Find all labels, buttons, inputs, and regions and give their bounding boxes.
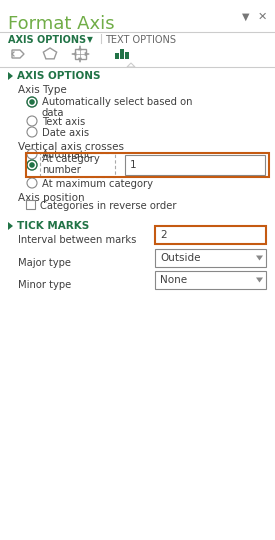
- Bar: [26, 153, 269, 177]
- Circle shape: [27, 149, 37, 159]
- Bar: [40, 153, 115, 177]
- Text: Outside: Outside: [160, 253, 200, 263]
- Text: Categories in reverse order: Categories in reverse order: [40, 201, 177, 211]
- Text: At category: At category: [42, 154, 100, 164]
- Circle shape: [27, 127, 37, 137]
- Circle shape: [27, 97, 37, 107]
- Text: Axis position: Axis position: [18, 193, 85, 203]
- Text: data: data: [42, 108, 65, 118]
- Circle shape: [29, 162, 35, 168]
- Text: Axis Type: Axis Type: [18, 85, 67, 95]
- Bar: [155, 249, 266, 267]
- Bar: [26, 200, 35, 209]
- Text: TEXT OPTIONS: TEXT OPTIONS: [105, 35, 176, 45]
- Text: Interval between marks: Interval between marks: [18, 235, 136, 245]
- Text: ▼: ▼: [87, 35, 93, 44]
- Text: ▼: ▼: [242, 12, 249, 22]
- Text: number: number: [42, 165, 81, 175]
- Text: ✕: ✕: [258, 12, 267, 22]
- Polygon shape: [127, 63, 135, 67]
- Bar: [125, 52, 129, 59]
- Text: Automatically select based on: Automatically select based on: [42, 97, 192, 107]
- Circle shape: [29, 99, 35, 105]
- Text: AXIS OPTIONS: AXIS OPTIONS: [8, 35, 86, 45]
- Circle shape: [27, 178, 37, 188]
- Bar: [120, 49, 124, 59]
- Bar: [75, 49, 86, 59]
- Text: Text axis: Text axis: [42, 117, 85, 127]
- Circle shape: [27, 116, 37, 126]
- Polygon shape: [8, 222, 13, 230]
- Text: Vertical axis crosses: Vertical axis crosses: [18, 142, 124, 152]
- Bar: [155, 271, 266, 289]
- Circle shape: [27, 160, 37, 170]
- Text: Format Axis: Format Axis: [8, 15, 115, 33]
- Text: Date axis: Date axis: [42, 128, 89, 138]
- Polygon shape: [8, 72, 13, 80]
- Text: Minor type: Minor type: [18, 280, 71, 290]
- Text: AXIS OPTIONS: AXIS OPTIONS: [17, 71, 100, 81]
- Polygon shape: [256, 255, 263, 260]
- Text: TICK MARKS: TICK MARKS: [17, 221, 89, 231]
- Bar: [115, 53, 119, 59]
- Text: 2: 2: [160, 230, 167, 240]
- Text: None: None: [160, 275, 187, 285]
- Text: Automatic: Automatic: [42, 150, 93, 160]
- Bar: [155, 226, 266, 244]
- Polygon shape: [256, 278, 263, 282]
- Text: Major type: Major type: [18, 258, 71, 268]
- Text: At maximum category: At maximum category: [42, 179, 153, 189]
- Bar: [125, 155, 265, 175]
- Text: 1: 1: [130, 160, 137, 170]
